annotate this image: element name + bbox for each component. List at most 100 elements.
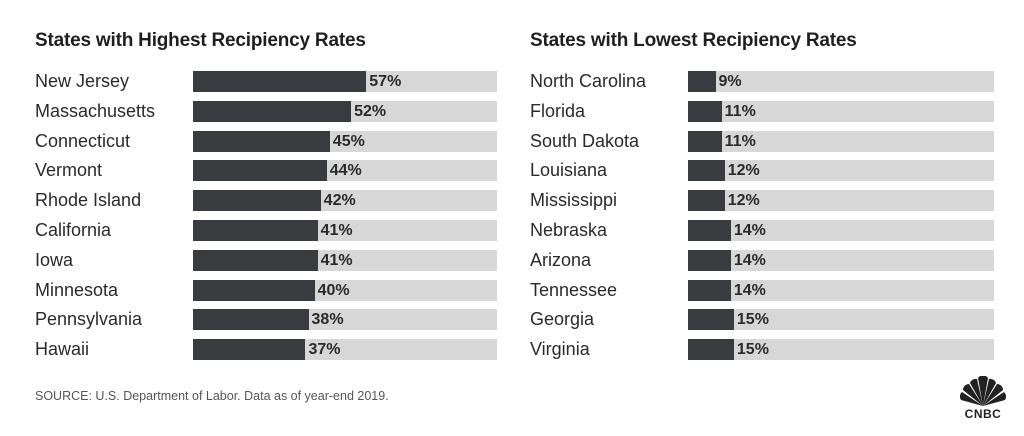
bar-track: 41% xyxy=(193,220,497,241)
cnbc-peacock-icon xyxy=(959,375,1007,406)
bar xyxy=(193,190,321,212)
state-label: Minnesota xyxy=(35,279,119,300)
state-label: Iowa xyxy=(35,249,74,270)
lowest-row: North Carolina 9% xyxy=(530,70,994,92)
value-label: 9% xyxy=(718,73,742,90)
highest-row: California 41% xyxy=(35,219,497,241)
lowest-row: Mississippi 12% xyxy=(530,189,994,212)
value-label: 41% xyxy=(320,222,353,239)
state-label: Louisiana xyxy=(530,160,608,181)
bar xyxy=(688,249,731,271)
bar-track: 15% xyxy=(688,339,994,361)
bar-track: 14% xyxy=(688,220,994,241)
value-label: 41% xyxy=(320,251,353,269)
bar-track: 11% xyxy=(688,130,994,152)
bar-track: 9% xyxy=(688,71,994,92)
bar-track: 14% xyxy=(688,249,994,271)
bar xyxy=(193,339,306,361)
state-label: North Carolina xyxy=(530,71,647,91)
bar xyxy=(193,71,367,92)
state-label: New Jersey xyxy=(35,71,130,91)
state-label: Hawaii xyxy=(35,339,90,360)
bar-track: 38% xyxy=(193,309,497,331)
lowest-row: Virginia 15% xyxy=(530,338,994,361)
state-label: Vermont xyxy=(35,160,103,181)
state-label: Arizona xyxy=(530,249,592,270)
bar-track: 12% xyxy=(688,190,994,212)
bar xyxy=(688,220,731,241)
highest-row: Hawaii 37% xyxy=(35,338,497,361)
value-label: 40% xyxy=(317,281,350,299)
lowest-row: Tennessee 14% xyxy=(530,279,994,301)
value-label: 12% xyxy=(727,162,760,180)
bar xyxy=(193,279,315,301)
bar-track: 44% xyxy=(193,160,497,182)
lowest-row: Arizona 14% xyxy=(530,249,994,271)
bar-track: 41% xyxy=(193,249,497,271)
bar xyxy=(193,220,318,241)
lowest-row: Nebraska 14% xyxy=(530,219,994,241)
bar xyxy=(688,160,725,182)
state-label: Tennessee xyxy=(530,279,618,300)
bar xyxy=(688,100,722,122)
bar xyxy=(193,130,330,152)
state-label: Florida xyxy=(530,100,586,121)
value-label: 14% xyxy=(733,222,766,239)
state-label: Nebraska xyxy=(530,220,608,240)
bar-track: 14% xyxy=(688,279,994,301)
bar xyxy=(688,279,731,301)
bar-track: 42% xyxy=(193,190,497,212)
highest-row: Massachusetts 52% xyxy=(35,100,497,122)
cnbc-logo: CNBC xyxy=(955,375,1011,422)
value-label: 15% xyxy=(736,341,769,359)
bar-track: 12% xyxy=(688,160,994,182)
bar-track: 52% xyxy=(193,100,497,122)
value-label: 57% xyxy=(369,73,402,90)
source-note: SOURCE: U.S. Department of Labor. Data a… xyxy=(35,389,389,403)
state-label: Rhode Island xyxy=(35,190,142,211)
highest-row: Rhode Island 42% xyxy=(35,189,497,212)
bar-track: 15% xyxy=(688,309,994,331)
bar-track: 45% xyxy=(193,130,497,152)
value-label: 14% xyxy=(733,251,766,269)
highest-row: Pennsylvania 38% xyxy=(35,308,497,331)
bar xyxy=(193,249,318,271)
state-label: Georgia xyxy=(530,309,595,330)
value-label: 52% xyxy=(354,102,387,120)
lowest-row: Florida 11% xyxy=(530,100,994,122)
state-label: Virginia xyxy=(530,339,590,360)
cnbc-logo-text: CNBC xyxy=(964,407,1002,421)
value-label: 15% xyxy=(736,311,769,329)
bar-track: 57% xyxy=(193,71,497,92)
highest-row: Connecticut 45% xyxy=(35,130,497,152)
state-label: Mississippi xyxy=(530,190,618,211)
value-label: 44% xyxy=(329,162,362,180)
bar xyxy=(688,339,734,361)
value-label: 45% xyxy=(332,132,365,150)
lowest-row: South Dakota 11% xyxy=(530,130,994,152)
bar xyxy=(688,71,716,92)
highest-rates-title: States with Highest Recipiency Rates xyxy=(35,30,366,51)
bar xyxy=(688,309,734,331)
bar xyxy=(688,130,722,152)
highest-row: Vermont 44% xyxy=(35,159,497,182)
state-label: Connecticut xyxy=(35,130,131,151)
value-label: 11% xyxy=(724,102,756,120)
state-label: California xyxy=(35,220,112,240)
state-label: Pennsylvania xyxy=(35,309,143,330)
value-label: 12% xyxy=(727,192,760,210)
state-label: South Dakota xyxy=(530,130,640,151)
bar xyxy=(193,100,352,122)
highest-row: Iowa 41% xyxy=(35,249,497,271)
bar-track: 40% xyxy=(193,279,497,301)
value-label: 14% xyxy=(733,281,766,299)
highest-row: Minnesota 40% xyxy=(35,279,497,301)
bar-track: 11% xyxy=(688,100,994,122)
value-label: 37% xyxy=(308,341,341,359)
value-label: 38% xyxy=(311,311,344,329)
bar xyxy=(193,160,327,182)
bar xyxy=(688,190,725,212)
lowest-row: Louisiana 12% xyxy=(530,159,994,182)
value-label: 42% xyxy=(323,192,356,210)
highest-row: New Jersey 57% xyxy=(35,70,497,92)
